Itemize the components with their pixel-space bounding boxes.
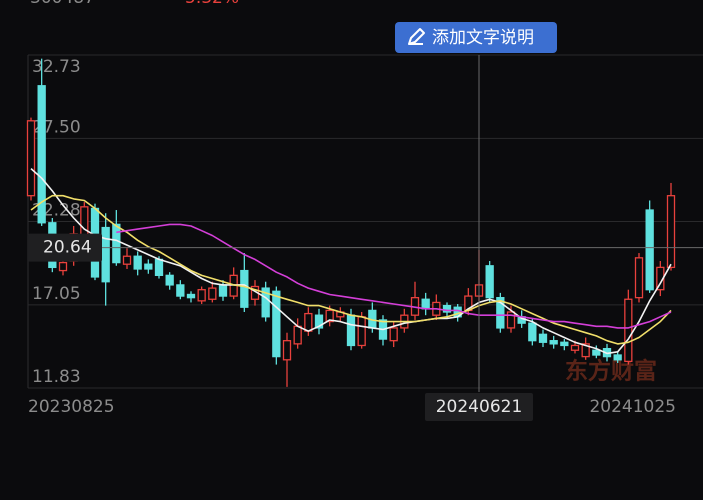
candle-body: [240, 269, 249, 308]
y-tick-label: 11.83: [32, 367, 81, 387]
candle-body: [389, 327, 398, 342]
candle-body: [560, 341, 569, 347]
crosshair-y-label: 20.64: [43, 238, 92, 258]
x-tick-label: 20230825: [28, 397, 115, 417]
candle-body: [624, 298, 633, 363]
button-bg[interactable]: [395, 22, 557, 53]
candle-body: [186, 293, 196, 299]
candle-body: [613, 354, 622, 361]
candle-body: [538, 333, 548, 343]
candle-body: [506, 311, 516, 329]
candle-body: [122, 255, 132, 265]
y-tick-label: 32.73: [32, 57, 81, 77]
candle-body: [421, 298, 430, 310]
candle-body: [282, 340, 292, 361]
candle-body: [58, 261, 68, 272]
candle-body: [133, 255, 142, 270]
candle-body: [165, 274, 174, 286]
moving-average-line: [30, 168, 672, 355]
candle-body: [304, 312, 313, 332]
y-tick-label: 17.05: [32, 284, 81, 304]
button-label[interactable]: 添加文字说明: [432, 28, 534, 48]
candle-body: [442, 304, 452, 313]
candle-body: [357, 316, 366, 347]
crosshair-y-box: [28, 233, 102, 262]
candle-body: [314, 314, 324, 329]
change-percent: 5.32%: [185, 0, 239, 8]
candle-body: [634, 257, 644, 299]
candle-body: [208, 287, 217, 300]
candle-body: [485, 265, 494, 299]
candle-body: [592, 349, 601, 356]
candle-body: [528, 322, 537, 342]
candle-body: [666, 195, 676, 269]
candle-body: [570, 344, 580, 351]
moving-average-line: [30, 194, 672, 345]
candle-body: [261, 287, 270, 318]
candle-body: [176, 284, 185, 297]
candle-body: [154, 258, 164, 277]
candle-body: [293, 325, 302, 345]
candle-body: [346, 314, 356, 347]
candle-body: [37, 85, 46, 224]
candle-body: [112, 223, 121, 264]
candle-body: [581, 343, 590, 358]
x-tick-label: 20241025: [589, 397, 676, 417]
candle-body: [144, 263, 153, 270]
candle-body: [26, 120, 36, 197]
candle-body: [496, 297, 505, 329]
candle-body: [101, 226, 110, 283]
annotate-button[interactable]: 添加文字说明: [395, 22, 557, 53]
candle-body: [325, 309, 334, 323]
candle-body: [218, 284, 228, 297]
watermark: 东方财富: [565, 358, 657, 385]
crosshair-x-label: 20240621: [436, 397, 523, 417]
crosshair-x-box: [425, 393, 533, 421]
candle-body: [645, 209, 654, 291]
candle-body: [272, 290, 281, 358]
moving-average-line: [116, 223, 672, 329]
candle-body: [197, 289, 206, 302]
stock-code: 300487: [30, 0, 95, 8]
candle-body: [549, 340, 558, 345]
pencil-icon: [408, 28, 425, 45]
